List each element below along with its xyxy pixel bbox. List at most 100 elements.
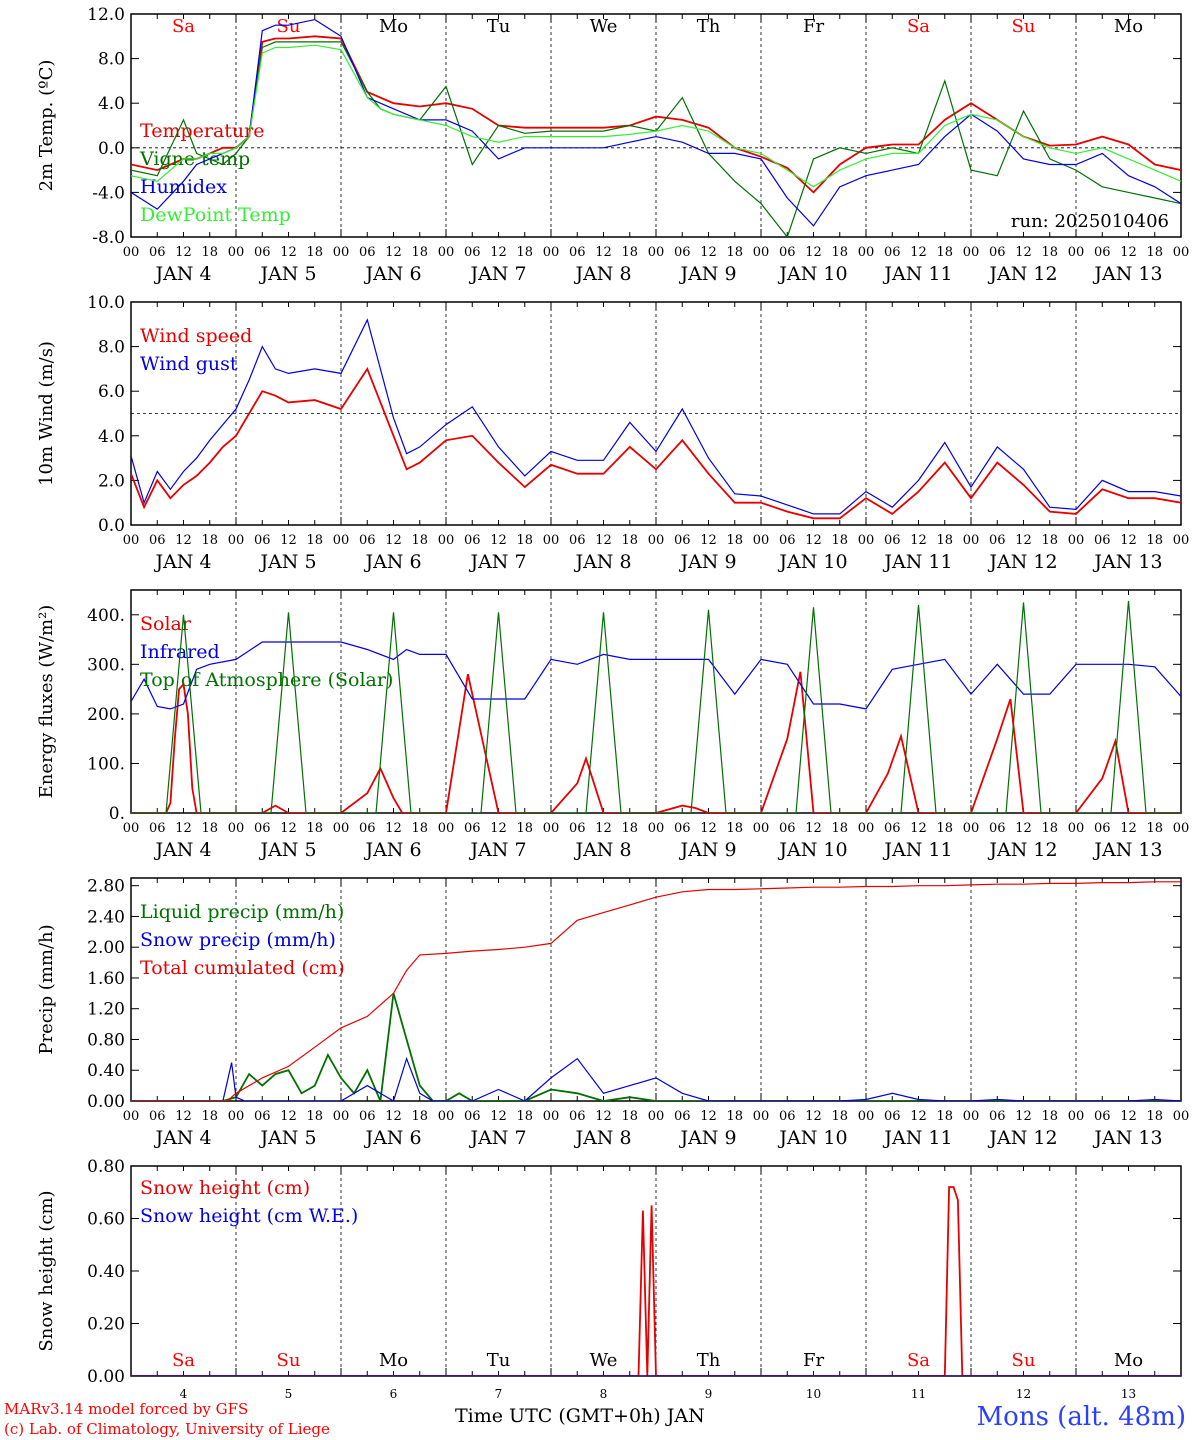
x-date-label: JAN 4 [153, 839, 211, 861]
x-day-number: 9 [705, 1387, 713, 1401]
x-hour-label: 12 [1120, 821, 1137, 836]
x-date-label: JAN 12 [987, 1127, 1057, 1149]
x-hour-label: 00 [123, 1109, 140, 1124]
weekday-label: Mo [1114, 1350, 1143, 1371]
x-hour-label: 06 [149, 245, 166, 260]
x-hour-label: 12 [910, 245, 927, 260]
x-hour-label: 06 [464, 533, 481, 548]
weekday-label: Fr [803, 1350, 824, 1371]
y-tick-label: 1.60 [87, 969, 125, 989]
x-date-label: JAN 11 [882, 263, 952, 285]
x-hour-label: 06 [254, 1109, 271, 1124]
y-tick-label: 200. [87, 705, 125, 725]
x-hour-label: 06 [779, 245, 796, 260]
weekday-label: Fr [803, 16, 824, 37]
x-hour-label: 06 [359, 245, 376, 260]
x-date-label: JAN 7 [468, 1127, 526, 1149]
x-day-number: 8 [600, 1387, 608, 1401]
x-hour-label: 18 [516, 533, 533, 548]
y-tick-label: 0.80 [87, 1157, 125, 1177]
x-hour-label: 06 [884, 245, 901, 260]
x-hour-label: 18 [1146, 821, 1163, 836]
series-line-liquid-precip-mm-h- [131, 993, 1181, 1101]
x-hour-label: 18 [621, 1109, 638, 1124]
legend-entry: Solar [140, 613, 192, 635]
x-date-label: JAN 6 [363, 551, 421, 573]
x-hour-label: 12 [700, 533, 717, 548]
x-hour-label: 06 [1094, 245, 1111, 260]
x-hour-label: 06 [989, 821, 1006, 836]
x-hour-label: 12 [910, 1109, 927, 1124]
x-date-label: JAN 9 [678, 263, 736, 285]
series-line-wind-gust [131, 318, 1181, 515]
x-hour-label: 18 [1146, 533, 1163, 548]
x-hour-label: 00 [228, 245, 245, 260]
x-hour-label: 18 [621, 821, 638, 836]
x-hour-label: 00 [1173, 245, 1190, 260]
x-hour-label: 18 [831, 533, 848, 548]
y-tick-label: 0.00 [87, 1092, 125, 1112]
x-hour-label: 12 [1120, 245, 1137, 260]
x-hour-label: 12 [490, 821, 507, 836]
series-line-total-cumulated-cm- [131, 881, 1181, 1101]
y-axis-label: Energy fluxes (W/m²) [36, 605, 57, 799]
x-hour-label: 18 [726, 1109, 743, 1124]
x-date-label: JAN 5 [258, 1127, 316, 1149]
x-hour-label: 18 [831, 821, 848, 836]
y-tick-label: 4.0 [98, 94, 125, 114]
x-hour-label: 12 [490, 1109, 507, 1124]
x-hour-label: 18 [306, 533, 323, 548]
legend-entry: Wind speed [140, 325, 252, 347]
x-hour-label: 12 [1015, 1109, 1032, 1124]
weekday-label: Sa [907, 16, 930, 37]
x-hour-label: 06 [1094, 821, 1111, 836]
y-tick-label: 0.00 [87, 1367, 125, 1387]
x-hour-label: 06 [359, 1109, 376, 1124]
x-hour-label: 18 [411, 533, 428, 548]
x-hour-label: 12 [175, 245, 192, 260]
weekday-label: Mo [379, 16, 408, 37]
y-tick-label: 0. [109, 804, 125, 824]
x-hour-label: 00 [1068, 821, 1085, 836]
panel-4: 2.80 2.40 2.00 1.60 1.20 0.80 0.40 0.00 Precip (… [36, 877, 1189, 1149]
x-hour-label: 12 [385, 1109, 402, 1124]
x-date-label: JAN 10 [777, 1127, 847, 1149]
x-date-label: JAN 6 [363, 1127, 421, 1149]
panel-5: 0.80 0.60 0.40 0.20 0.00 Snow height (cm) Sa Su… [36, 1157, 1182, 1401]
weekday-label: Su [1012, 1350, 1036, 1371]
x-hour-label: 00 [1068, 1109, 1085, 1124]
credit-line-2: (c) Lab. of Climatology, University of L… [4, 1420, 330, 1438]
x-hour-label: 00 [333, 1109, 350, 1124]
x-hour-label: 00 [858, 1109, 875, 1124]
x-date-label: JAN 11 [882, 1127, 952, 1149]
x-hour-label: 06 [569, 533, 586, 548]
x-date-label: JAN 12 [987, 839, 1057, 861]
x-hour-label: 06 [884, 821, 901, 836]
x-hour-label: 06 [569, 1109, 586, 1124]
x-hour-label: 12 [280, 821, 297, 836]
x-hour-label: 18 [516, 245, 533, 260]
y-tick-label: 2.00 [87, 938, 125, 958]
x-hour-label: 00 [1068, 245, 1085, 260]
x-axis-title: Time UTC (GMT+0h) JAN [455, 1405, 705, 1427]
x-hour-label: 12 [280, 1109, 297, 1124]
x-hour-label: 06 [674, 1109, 691, 1124]
x-hour-label: 00 [1173, 533, 1190, 548]
y-axis-label: Snow height (cm) [36, 1190, 57, 1351]
weekday-label: Su [277, 16, 301, 37]
x-hour-label: 12 [175, 533, 192, 548]
x-date-label: JAN 13 [1092, 1127, 1162, 1149]
x-hour-label: 00 [333, 245, 350, 260]
weekday-label: Tu [487, 1350, 511, 1371]
x-date-label: JAN 9 [678, 1127, 736, 1149]
weekday-label: Th [697, 1350, 721, 1371]
x-hour-label: 00 [1173, 821, 1190, 836]
x-hour-label: 18 [726, 245, 743, 260]
x-day-number: 6 [390, 1387, 398, 1401]
x-hour-label: 00 [228, 821, 245, 836]
weekday-label: We [590, 1350, 618, 1371]
x-hour-label: 12 [175, 821, 192, 836]
x-hour-label: 06 [254, 533, 271, 548]
x-hour-label: 12 [385, 533, 402, 548]
